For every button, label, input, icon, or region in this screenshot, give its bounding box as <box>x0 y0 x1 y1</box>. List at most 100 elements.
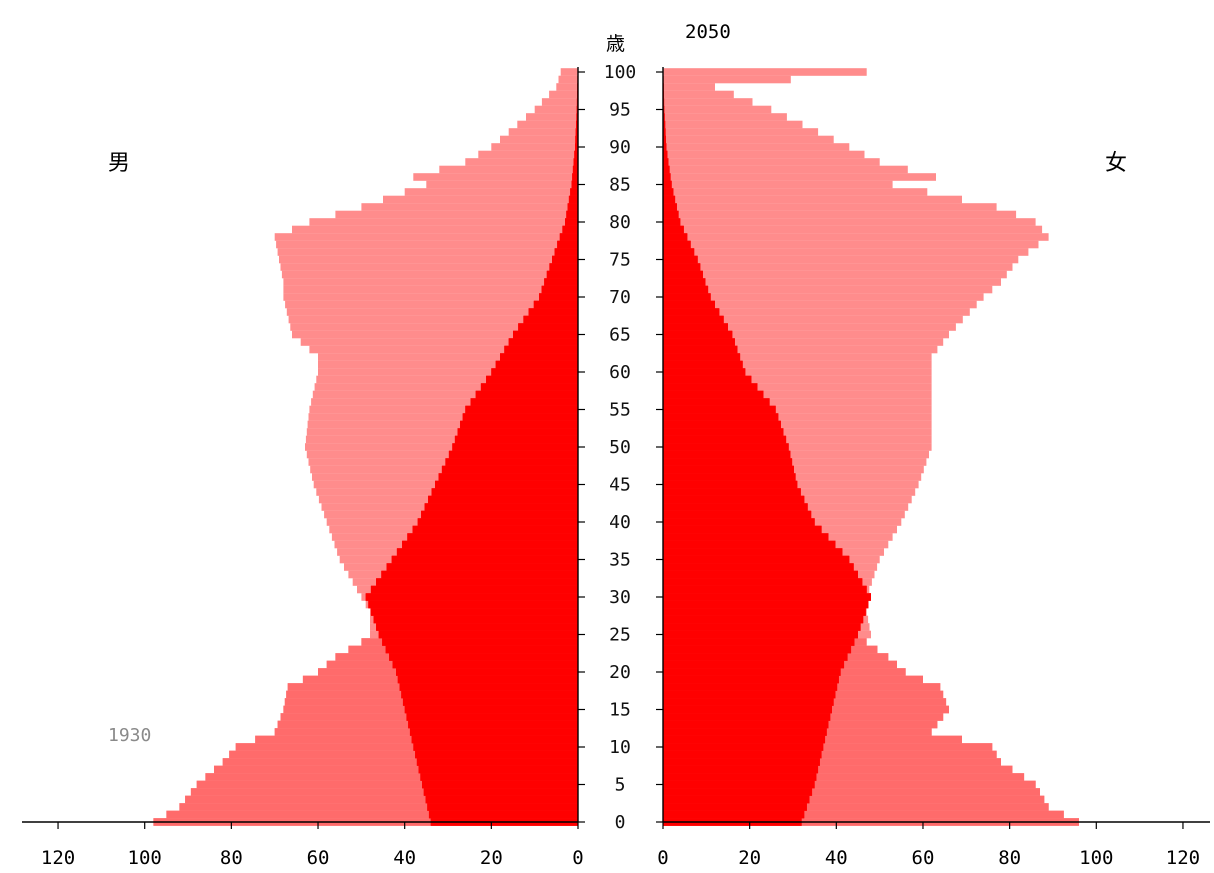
bar-male-excess-age-13 <box>277 720 409 729</box>
bar-female-1930-top-age-94 <box>663 113 665 121</box>
bar-female-2050-age-79 <box>663 225 1043 234</box>
bar-female-1930-top-age-80 <box>663 218 681 226</box>
bar-female-2050-age-59 <box>663 375 932 384</box>
bar-female-excess-age-15 <box>832 705 949 714</box>
bar-female-2050-age-85 <box>663 180 893 189</box>
bar-male-1930-top-age-69 <box>533 300 578 309</box>
bar-male-1930-top-age-45 <box>435 480 578 489</box>
bar-female-2050-age-81 <box>663 210 1017 219</box>
bar-male-1930-top-age-71 <box>541 285 578 294</box>
bar-male-1930-top-age-35 <box>391 555 578 564</box>
bar-male-2050-age-99 <box>558 75 578 84</box>
bar-male-2050-age-98 <box>556 83 578 91</box>
bar-female-1930-top-age-93 <box>663 120 666 129</box>
bar-male-1930-top-age-52 <box>457 428 578 436</box>
bar-male-1930-top-age-30 <box>365 593 578 601</box>
bar-male-1930-top-age-74 <box>549 263 578 271</box>
bar-male-1930-top-age-56 <box>470 398 578 406</box>
bar-female-1930-top-age-39 <box>663 525 822 534</box>
bar-female-1930-top-age-17 <box>663 690 836 699</box>
bar-female-1930-top-age-56 <box>663 398 770 406</box>
x-tick-label-female-80: 80 <box>998 847 1021 869</box>
bar-female-excess-age-8 <box>819 758 1001 766</box>
bar-male-2050-age-57 <box>312 390 578 399</box>
bar-female-1930-top-age-50 <box>663 443 789 451</box>
bar-male-1930-top-age-82 <box>567 203 578 211</box>
bar-female-1930-top-age-3 <box>663 795 810 804</box>
bar-male-2050-age-93 <box>517 120 578 129</box>
age-tick-label-45: 45 <box>609 475 631 496</box>
bar-male-1930-top-age-54 <box>462 413 578 421</box>
bar-female-1930-top-age-76 <box>663 248 695 256</box>
bar-female-2050-age-88 <box>663 158 880 166</box>
bar-female-1930-top-age-35 <box>663 555 850 564</box>
bar-female-1930-top-age-34 <box>663 563 854 571</box>
bar-male-1930-top-age-66 <box>518 323 578 331</box>
bar-male-1930-top-age-25 <box>378 630 578 639</box>
bar-male-excess-age-3 <box>185 795 426 804</box>
bar-male-excess-age-16 <box>284 698 403 706</box>
bar-female-1930-top-age-69 <box>663 300 715 309</box>
bar-female-1930-top-age-37 <box>663 540 836 549</box>
bar-male-1930-top-age-86 <box>572 173 578 181</box>
bar-male-1930-top-age-92 <box>575 128 578 136</box>
bar-female-2050-age-65 <box>663 330 949 339</box>
bar-female-1930-top-age-27 <box>663 615 864 624</box>
x-tick-label-female-120: 120 <box>1166 847 1200 869</box>
bar-female-1930-top-age-91 <box>663 135 666 144</box>
x-tick-label-male-0: 0 <box>572 847 583 869</box>
bar-female-1930-top-age-92 <box>663 128 666 136</box>
bar-male-2050-age-83 <box>383 195 578 204</box>
bar-female-2050-age-60 <box>663 368 932 376</box>
bar-female-1930-top-age-54 <box>663 413 779 421</box>
bar-female-1930-top-age-1 <box>663 810 805 819</box>
bar-female-1930-top-age-55 <box>663 405 776 414</box>
bar-male-1930-top-age-9 <box>415 750 578 759</box>
bar-male-1930-top-age-22 <box>389 653 578 661</box>
bar-male-2050-age-75 <box>279 255 578 264</box>
bar-male-2050-age-87 <box>439 165 578 174</box>
bar-male-1930-top-age-6 <box>420 773 578 781</box>
bar-female-1930-top-age-18 <box>663 683 838 691</box>
bar-female-1930-top-age-23 <box>663 645 852 654</box>
bar-male-1930-top-age-24 <box>382 638 578 646</box>
bar-male-excess-age-15 <box>283 705 405 714</box>
axes-layer: 0 5 10 15 20 25 30 35 40 45 50 55 60 65 70 75 80 85 90 95 10… <box>22 62 1210 869</box>
bar-female-2050-age-92 <box>663 128 819 136</box>
bar-male-2050-age-88 <box>465 158 578 166</box>
bar-male-1930-top-age-26 <box>376 623 578 631</box>
bar-female-1930-top-age-41 <box>663 510 812 519</box>
bar-male-2050-age-52 <box>306 428 578 436</box>
bar-male-2050-age-54 <box>308 413 578 421</box>
bar-male-2050-age-100 <box>560 68 578 76</box>
bar-female-1930-top-age-63 <box>663 345 738 354</box>
bar-female-2050-age-61 <box>663 360 932 369</box>
bar-male-excess-age-21 <box>326 660 393 669</box>
bar-female-excess-age-20 <box>840 668 906 676</box>
bar-male-excess-age-17 <box>286 690 402 699</box>
bar-female-excess-age-16 <box>833 698 947 706</box>
bar-male-1930-top-age-37 <box>402 540 578 549</box>
age-tick-label-60: 60 <box>609 362 631 383</box>
bar-female-2050-age-86 <box>663 173 936 181</box>
bar-male-1930-top-age-4 <box>423 788 578 796</box>
bar-female-1930-top-age-78 <box>663 233 688 241</box>
bar-male-1930-top-age-68 <box>528 308 578 316</box>
bar-male-1930-top-age-11 <box>411 735 578 744</box>
x-tick-label-female-100: 100 <box>1079 847 1113 869</box>
bar-female-1930-top-age-66 <box>663 323 728 331</box>
bar-male-2050-age-60 <box>318 368 578 376</box>
bar-female-2050-age-80 <box>663 218 1036 226</box>
bar-male-1930-top-age-48 <box>445 458 578 466</box>
bar-female-2050-age-72 <box>663 278 1001 286</box>
bar-female-2050-age-48 <box>663 458 927 466</box>
bar-male-2050-age-58 <box>314 383 578 391</box>
x-tick-label-female-0: 0 <box>657 847 668 869</box>
bar-male-1930-top-age-43 <box>428 495 578 504</box>
bar-male-1930-top-age-2 <box>427 803 578 811</box>
bar-male-excess-age-11 <box>255 735 412 744</box>
bar-female-1930-top-age-49 <box>663 450 791 459</box>
bar-male-2050-age-97 <box>549 90 578 99</box>
bar-male-excess-age-2 <box>179 803 428 811</box>
bar-female-excess-age-18 <box>837 683 941 691</box>
